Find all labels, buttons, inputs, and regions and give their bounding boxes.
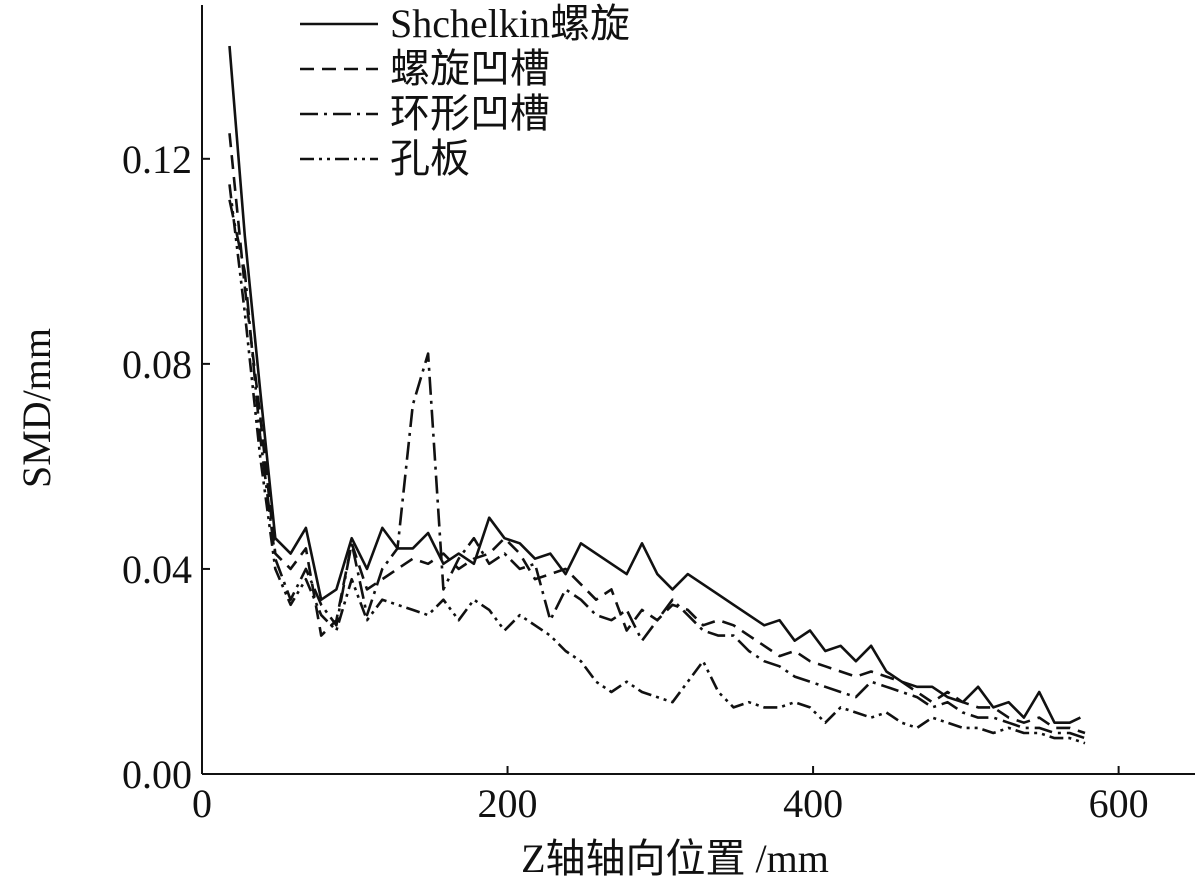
x-axis-label: Z轴轴向位置 /mm: [521, 836, 829, 881]
x-tick-label: 400: [783, 781, 843, 826]
y-tick-label: 0.08: [122, 342, 192, 387]
chart-axes: [201, 5, 1195, 775]
x-tick-label: 600: [1089, 781, 1149, 826]
x-tick-label: 0: [192, 781, 212, 826]
y-axis-label: SMD/mm: [14, 328, 59, 488]
x-tick-label: 200: [478, 781, 538, 826]
chart-ticks: 0 200 400 600 0.00 0.04 0.08 0.12: [122, 137, 1149, 826]
series-line-2: [228, 133, 1086, 735]
y-tick-label: 0.04: [122, 547, 192, 592]
legend-label-1: Shchelkin螺旋: [390, 1, 630, 46]
legend-label-3: 环形凹槽: [390, 91, 550, 136]
y-tick-label: 0.00: [122, 752, 192, 797]
chart-series: [228, 45, 1086, 745]
y-tick-label: 0.12: [122, 137, 192, 182]
series-line-1: [228, 45, 1081, 725]
legend-label-4: 孔板: [390, 136, 470, 181]
legend-label-2: 螺旋凹槽: [390, 46, 550, 91]
series-line-3: [228, 199, 1086, 740]
series-line-4: [228, 184, 1086, 745]
